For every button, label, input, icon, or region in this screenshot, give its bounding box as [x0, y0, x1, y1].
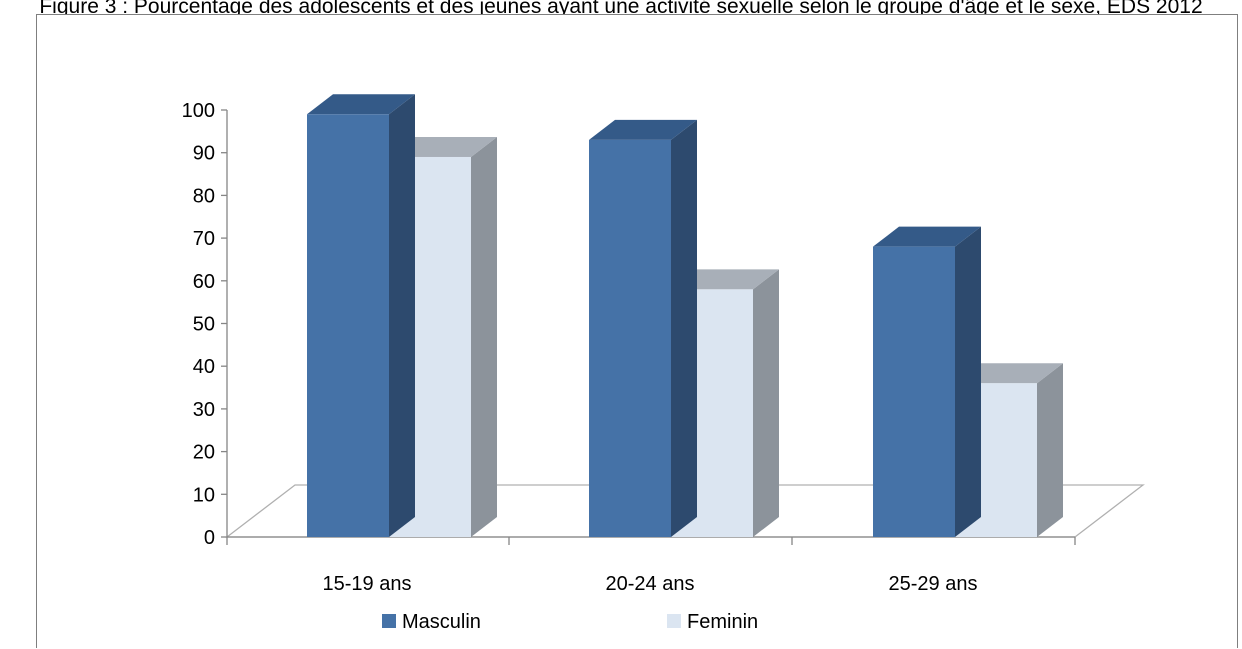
- bar-masculin-front: [589, 139, 671, 537]
- bars: [307, 94, 1063, 538]
- legend-swatch: [382, 614, 396, 628]
- chart-area: 0 10 20 30 40 50 60 70 80 90 100 15-19 ans 20-24 an…: [36, 14, 1238, 648]
- y-tick-label: 70: [193, 228, 215, 250]
- legend-label: Masculin: [402, 611, 481, 633]
- bar-masculin-side: [671, 119, 697, 537]
- bar-feminin-top: [671, 269, 779, 290]
- bar-feminin-side: [1037, 363, 1063, 537]
- bar-feminin-top: [389, 136, 497, 157]
- y-tick-label: 10: [193, 484, 215, 506]
- legend-label: Feminin: [687, 611, 758, 633]
- x-axis: 15-19 ans 20-24 ans 25-29 ans: [226, 536, 1076, 595]
- legend-swatch: [667, 614, 681, 628]
- bar-masculin-front: [873, 246, 955, 537]
- bar-masculin-side: [389, 94, 415, 538]
- y-tick-label: 80: [193, 185, 215, 207]
- y-tick-label: 60: [193, 271, 215, 293]
- bar-masculin: [873, 226, 981, 537]
- bar-feminin-side: [471, 136, 497, 537]
- bar-feminin-top: [955, 363, 1063, 384]
- bar-masculin: [307, 94, 415, 538]
- bar-masculin-front: [307, 114, 389, 538]
- y-axis: 0 10 20 30 40 50 60 70 80 90 100: [182, 100, 228, 549]
- figure-caption: Figure 3 : Pourcentage des adolescents e…: [39, 0, 1203, 14]
- bar-masculin-side: [955, 226, 981, 537]
- legend: Masculin Feminin: [382, 611, 758, 633]
- bar-feminin-side: [753, 269, 779, 537]
- y-tick-label: 40: [193, 356, 215, 378]
- y-tick-label: 50: [193, 314, 215, 336]
- y-tick-label: 0: [204, 527, 215, 549]
- bar-masculin-top: [307, 94, 415, 115]
- x-tick-label: 15-19 ans: [323, 573, 412, 595]
- y-tick-label: 90: [193, 143, 215, 165]
- bar-chart: 0 10 20 30 40 50 60 70 80 90 100 15-19 ans 20-24 an…: [182, 94, 1145, 633]
- x-tick-label: 25-29 ans: [889, 573, 978, 595]
- bar-masculin-top: [589, 119, 697, 140]
- y-tick-label: 100: [182, 100, 215, 122]
- y-tick-label: 20: [193, 442, 215, 464]
- bar-masculin-top: [873, 226, 981, 247]
- bar-masculin: [589, 119, 697, 537]
- x-tick-label: 20-24 ans: [606, 573, 695, 595]
- y-tick-label: 30: [193, 399, 215, 421]
